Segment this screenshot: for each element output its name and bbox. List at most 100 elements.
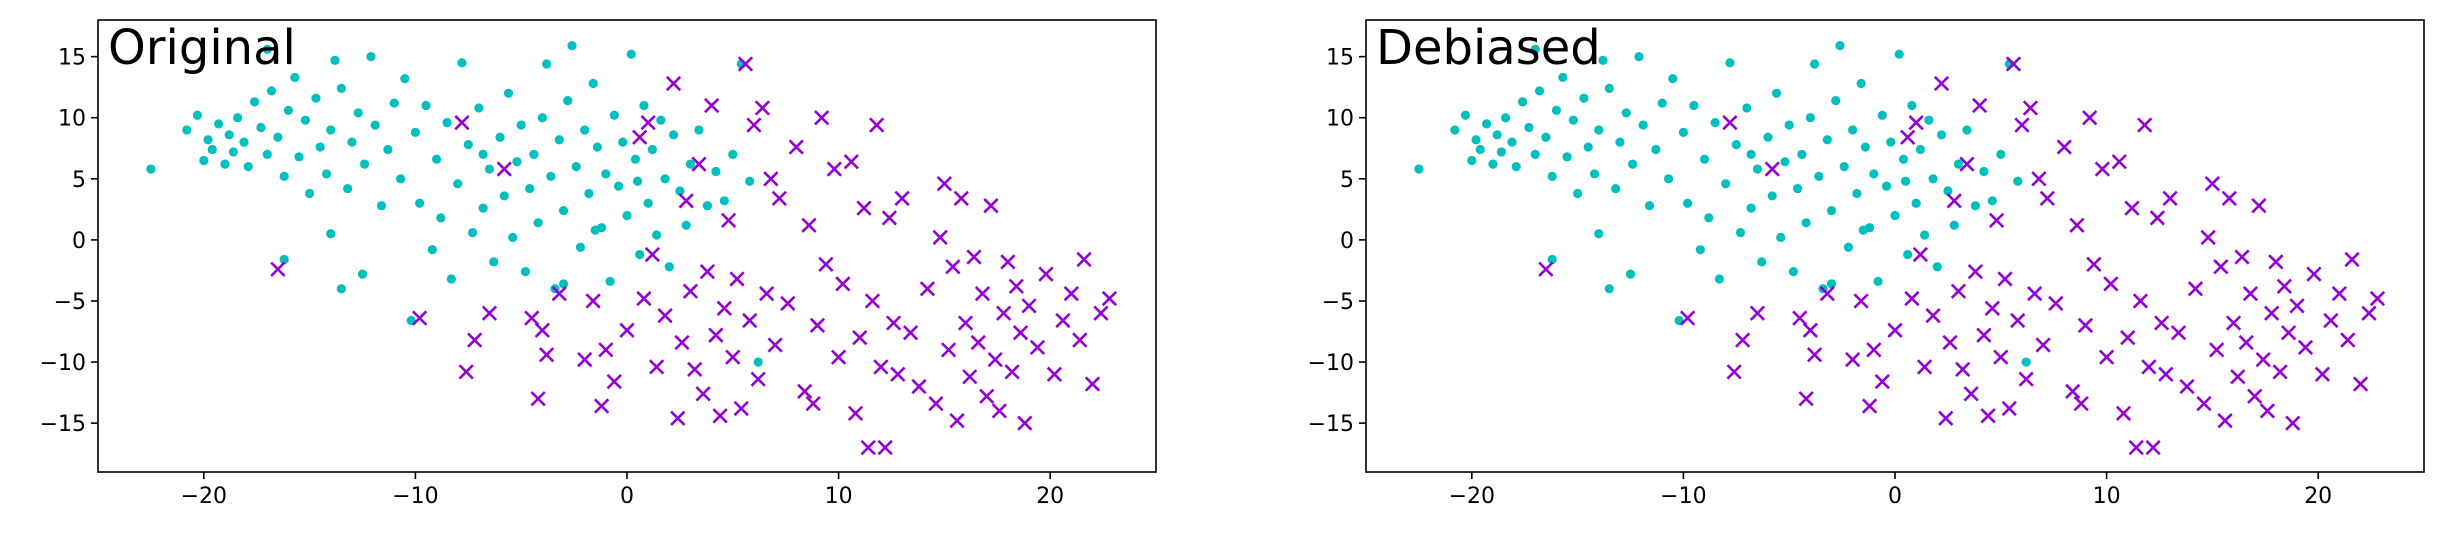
- scatter-point: [376, 201, 387, 211]
- scatter-point: [525, 183, 535, 194]
- scatter-point: [588, 78, 598, 89]
- scatter-x-marker: [1938, 410, 1954, 426]
- y-tick-label: −10: [40, 351, 86, 376]
- scatter-x-marker: [2213, 259, 2229, 275]
- scatter-point: [647, 144, 657, 155]
- scatter-x-marker: [911, 378, 927, 395]
- scatter-x-marker: [2141, 359, 2157, 375]
- scatter-point: [745, 176, 755, 186]
- scatter-point: [1714, 274, 1724, 284]
- scatter-x-marker: [1749, 305, 1766, 321]
- scatter-point: [1771, 88, 1782, 98]
- scatter-x-marker: [949, 413, 965, 429]
- scatter-x-marker: [665, 75, 682, 92]
- scatter-point: [1776, 232, 1786, 243]
- scatter-x-marker: [691, 156, 707, 172]
- scatter-x-marker: [928, 395, 944, 412]
- scatter-x-marker: [1976, 327, 1992, 343]
- scatter-x-marker: [970, 334, 986, 351]
- scatter-point: [1450, 125, 1460, 135]
- scatter-point: [1663, 174, 1674, 184]
- scatter-point: [1579, 93, 1589, 103]
- scatter-x-marker: [1000, 254, 1016, 270]
- scatter-x-marker: [860, 439, 876, 456]
- scatter-x-marker: [2200, 229, 2216, 246]
- scatter-x-marker: [704, 97, 720, 114]
- scatter-x-marker: [826, 161, 843, 177]
- scatter-point: [1482, 119, 1492, 129]
- scatter-point: [1788, 267, 1799, 277]
- scatter-x-marker: [2225, 315, 2242, 331]
- scatter-x-marker: [763, 171, 779, 187]
- panel-original: −20 −10 0 10 20 −15 −10 −5 0 5 10 15 Original: [40, 19, 1157, 509]
- scatter-x-marker: [593, 398, 610, 414]
- scatter-point: [1793, 183, 1803, 194]
- scatter-x-marker: [852, 329, 868, 346]
- scatter-x-marker: [1861, 398, 1878, 414]
- scatter-x-marker: [2082, 110, 2098, 126]
- scatter-x-marker: [1764, 161, 1780, 177]
- scatter-x-marker: [1874, 373, 1890, 390]
- scatter-point: [1970, 201, 1981, 211]
- scatter-point: [383, 144, 393, 155]
- scatter-point: [453, 179, 463, 189]
- scatter-x-marker: [2086, 256, 2102, 272]
- scatter-point: [1651, 144, 1661, 155]
- scatter-point: [283, 105, 294, 115]
- scatter-x-marker: [1021, 298, 1037, 314]
- scatter-point: [1638, 120, 1648, 130]
- scatter-point: [442, 118, 452, 128]
- scatter-x-marker: [881, 210, 898, 226]
- scatter-point: [330, 55, 340, 65]
- scatter-point: [436, 213, 446, 223]
- scatter-x-marker: [670, 410, 686, 426]
- scatter-x-marker: [1988, 212, 2005, 228]
- scatter-x-marker: [1093, 305, 1109, 321]
- scatter-x-marker: [1038, 266, 1054, 282]
- scatter-point: [702, 201, 713, 211]
- scatter-x-marker: [648, 359, 665, 375]
- scatter-x-marker: [2039, 190, 2055, 206]
- scatter-point: [635, 249, 645, 260]
- scatter-x-marker: [1853, 293, 1869, 309]
- scatter-point: [533, 218, 543, 228]
- scatter-x-marker: [538, 347, 555, 363]
- scatter-point: [1780, 157, 1790, 167]
- scatter-x-marker: [551, 286, 567, 302]
- scatter-x-marker: [729, 271, 745, 287]
- scatter-point: [326, 229, 336, 239]
- plot-area: [146, 41, 1118, 456]
- scatter-point: [1809, 59, 1820, 69]
- scatter-point: [609, 110, 619, 120]
- scatter-point: [664, 262, 674, 272]
- scatter-x-marker: [2187, 281, 2204, 297]
- scatter-x-marker: [2361, 305, 2377, 321]
- scatter-x-marker: [2153, 315, 2170, 331]
- scatter-x-marker: [1076, 251, 1092, 268]
- scatter-x-marker: [2251, 198, 2267, 214]
- scatter-x-marker: [957, 315, 974, 331]
- scatter-point: [1763, 132, 1773, 142]
- scatter-x-marker: [458, 364, 474, 380]
- scatter-point: [360, 159, 370, 169]
- scatter-point: [575, 242, 586, 252]
- scatter-x-marker: [2103, 276, 2119, 292]
- scatter-x-marker: [712, 408, 728, 424]
- x-tick-label: 0: [1888, 484, 1902, 509]
- scatter-x-marker: [2204, 176, 2221, 192]
- scatter-x-marker: [2132, 293, 2149, 309]
- scatter-point: [266, 86, 277, 96]
- scatter-x-marker: [1963, 386, 1979, 402]
- scatter-point: [1511, 161, 1521, 172]
- scatter-x-marker: [835, 276, 851, 292]
- scatter-point: [1746, 203, 1756, 213]
- scatter-point: [605, 276, 615, 287]
- scatter-point: [1898, 154, 1909, 164]
- scatter-x-marker: [1806, 347, 1823, 363]
- scatter-point: [1471, 135, 1481, 145]
- scatter-point: [1784, 120, 1794, 130]
- scatter-point: [1496, 147, 1507, 157]
- panel-title: Original: [108, 20, 296, 76]
- scatter-point: [656, 115, 666, 125]
- scatter-x-marker: [805, 395, 821, 412]
